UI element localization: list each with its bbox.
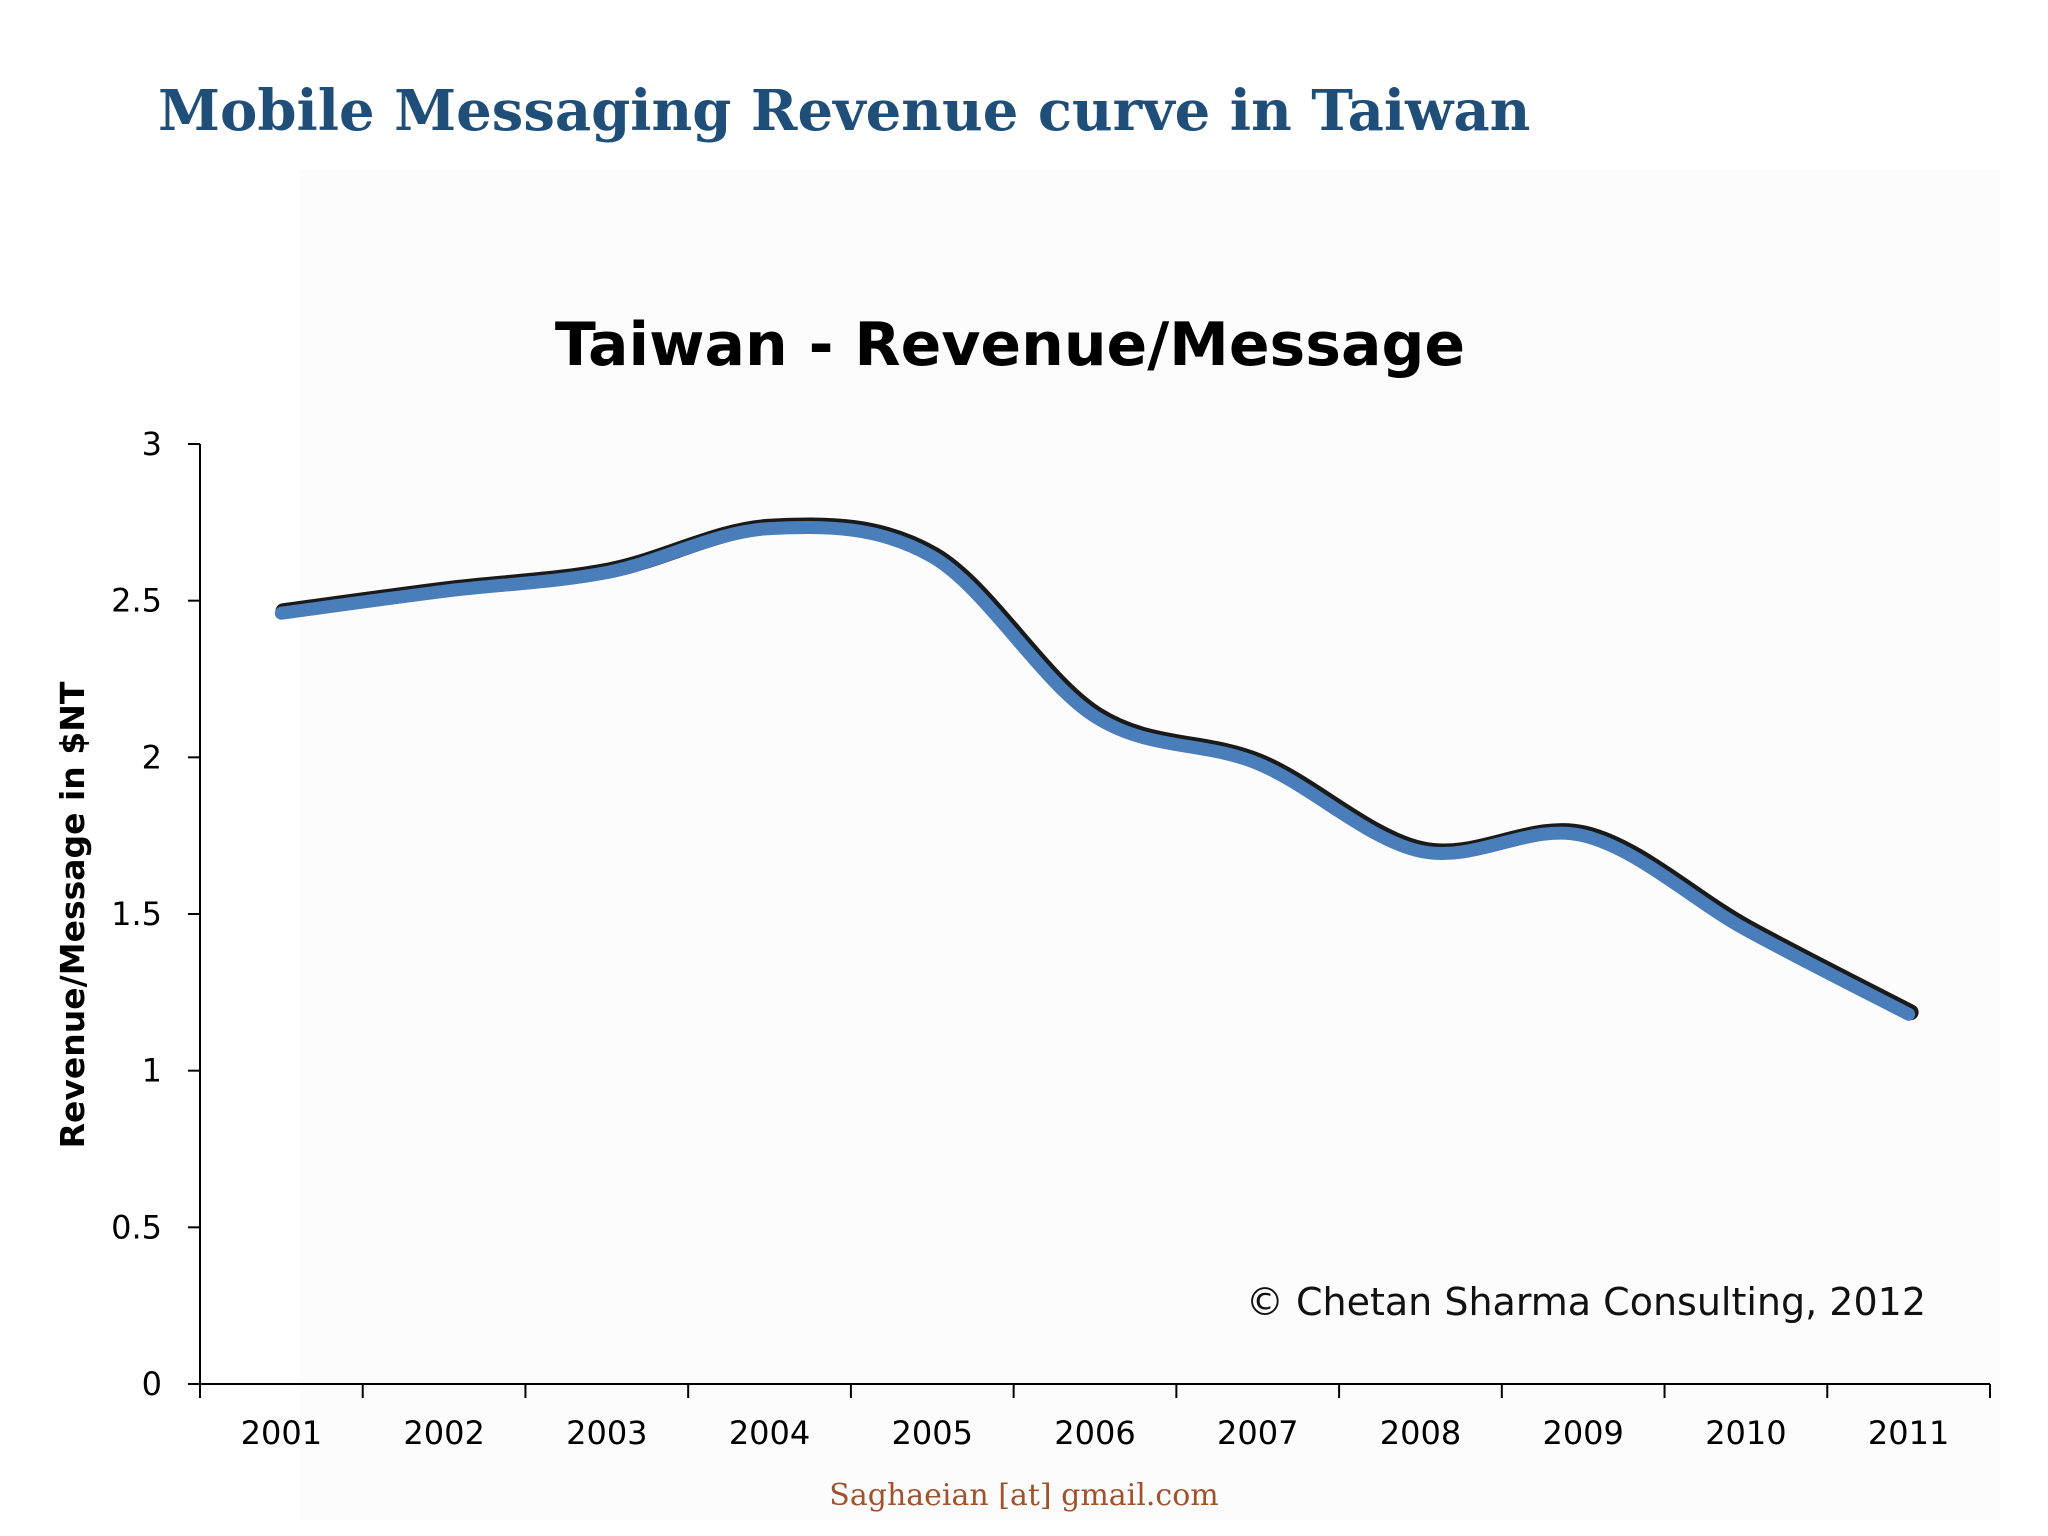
- data-point: [441, 588, 448, 595]
- series-line-shadow: [275, 517, 1919, 1021]
- y-tick-label: 0.5: [111, 1208, 162, 1246]
- x-tick-label: 2003: [566, 1414, 647, 1452]
- slide-title: Mobile Messaging Revenue curve in Taiwan: [158, 78, 1531, 144]
- x-tick-label: 2001: [241, 1414, 322, 1452]
- y-tick-label: 1.5: [111, 895, 162, 933]
- data-point: [1905, 1011, 1912, 1018]
- data-point: [1092, 713, 1098, 720]
- x-tick-label: 2006: [1054, 1414, 1135, 1452]
- footer-email: Saghaeian [at] gmail.com: [829, 1478, 1219, 1513]
- copyright-annotation: © Chetan Sharma Consulting, 2012: [1246, 1280, 1926, 1324]
- y-tick-label: 1: [142, 1052, 162, 1090]
- data-point: [929, 553, 936, 560]
- x-ticks: 2001 2002 2003 2004 2005 2006 2007 2008 2009 2010…: [199, 1384, 1991, 1452]
- y-tick-label: 2.5: [111, 582, 162, 620]
- series-layer: [274, 517, 1919, 1021]
- data-point: [278, 610, 285, 617]
- data-point: [1417, 848, 1424, 855]
- x-tick-label: 2010: [1705, 1414, 1786, 1452]
- data-point: [1742, 926, 1749, 933]
- x-tick-label: 2008: [1380, 1414, 1461, 1452]
- y-ticks: 0 0.5 1 1.5 2 2.5 3: [111, 425, 200, 1403]
- x-tick-label: 2002: [403, 1414, 484, 1452]
- x-tick-label: 2005: [892, 1414, 973, 1452]
- y-tick-label: 3: [142, 425, 162, 463]
- data-point: [603, 569, 610, 576]
- x-tick-label: 2011: [1868, 1414, 1949, 1452]
- x-tick-label: 2009: [1542, 1414, 1623, 1452]
- x-tick-label: 2004: [729, 1414, 810, 1452]
- y-tick-label: 2: [142, 738, 162, 776]
- data-point: [1254, 760, 1261, 767]
- data-point: [766, 525, 773, 532]
- chart-panel: [300, 170, 2000, 1520]
- chart-title: Taiwan - Revenue/Message: [555, 310, 1465, 380]
- data-point: [1580, 832, 1587, 839]
- x-tick-label: 2007: [1217, 1414, 1298, 1452]
- series-line: [274, 521, 1916, 1021]
- y-axis-label: Revenue/Message in $NT: [53, 681, 92, 1148]
- y-tick-label: 0: [142, 1365, 162, 1403]
